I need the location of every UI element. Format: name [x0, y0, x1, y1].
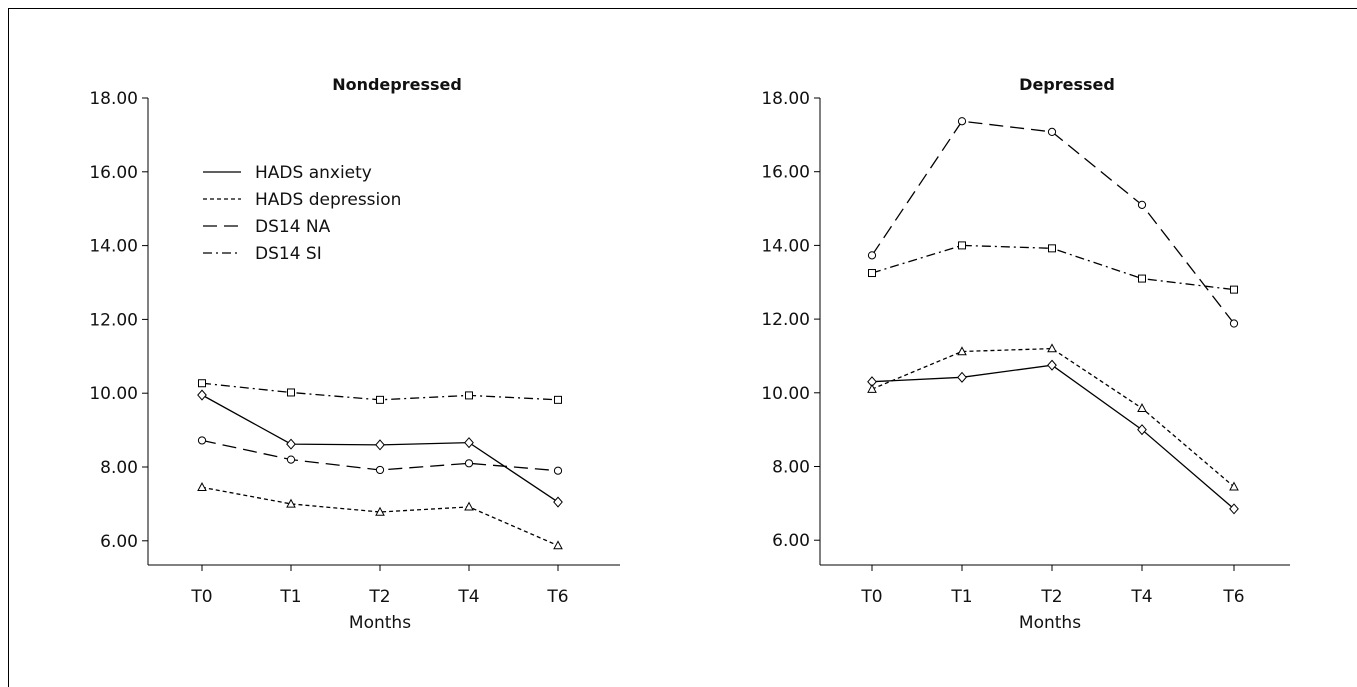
series-hads-anxiety: [867, 359, 1239, 515]
figure-frame: [8, 8, 1357, 687]
legend-label: DS14 NA: [255, 217, 331, 237]
triangle-marker: [1229, 481, 1239, 491]
series-ds14-si: [868, 241, 1238, 294]
y-tick-label: 12.00: [761, 310, 810, 330]
square-marker: [287, 388, 295, 397]
y-tick-label: 6.00: [772, 531, 810, 551]
y-tick-label: 18.00: [89, 89, 138, 109]
y-tick-label: 14.00: [89, 237, 138, 257]
x-tick-label: T0: [860, 587, 882, 607]
x-tick-label: T6: [546, 587, 568, 607]
y-tick-label: 10.00: [761, 384, 810, 404]
series-hads-depression: [867, 343, 1239, 491]
y-tick-label: 16.00: [89, 163, 138, 183]
x-tick-label: T0: [190, 587, 212, 607]
series-ds14-si: [198, 379, 562, 404]
legend: HADS anxiety HADS depression DS14 NA DS14 S…: [203, 163, 401, 264]
square-marker: [1048, 244, 1056, 253]
circle-marker: [957, 117, 967, 126]
circle-marker: [867, 251, 877, 260]
chart-title: Depressed: [1019, 75, 1115, 94]
y-tick-label: 18.00: [761, 89, 810, 109]
triangle-marker: [286, 498, 296, 508]
diamond-marker: [1229, 503, 1239, 515]
square-marker: [868, 269, 876, 278]
x-tick-label: T2: [1040, 587, 1062, 607]
x-tick-label: T1: [279, 587, 301, 607]
series-hads-anxiety: [197, 389, 563, 508]
legend-label: HADS depression: [255, 190, 401, 210]
square-marker: [1138, 274, 1146, 283]
diamond-marker: [1137, 424, 1147, 436]
chart-panel-1: 18.00 16.00 14.00 12.00 10.00 8.00 6.00 T0 T1 T2 T…: [761, 75, 1290, 633]
triangle-marker: [1047, 343, 1057, 353]
series-line: [871, 347, 1235, 488]
square-marker: [198, 379, 206, 388]
triangle-marker: [197, 482, 207, 491]
y-tick-label: 10.00: [89, 384, 138, 404]
series-line: [201, 486, 559, 547]
legend-label: HADS anxiety: [255, 163, 372, 183]
x-tick-label: T4: [457, 587, 479, 607]
circle-marker: [1047, 127, 1057, 137]
circle-marker: [286, 455, 296, 464]
square-marker: [958, 241, 966, 250]
square-marker: [465, 391, 473, 400]
diamond-marker: [1047, 359, 1057, 371]
series-line: [871, 364, 1235, 510]
diamond-marker: [197, 389, 207, 401]
diamond-marker: [286, 438, 296, 450]
x-tick-label: T1: [950, 587, 972, 607]
square-marker: [554, 395, 562, 404]
circle-marker: [464, 459, 474, 468]
circle-marker: [553, 466, 563, 475]
circle-marker: [375, 465, 385, 475]
series-ds14-na: [867, 117, 1239, 328]
x-axis-label: Months: [349, 613, 411, 633]
y-tick-label: 12.00: [89, 310, 138, 330]
x-tick-label: T2: [368, 587, 390, 607]
triangle-marker: [464, 501, 474, 511]
x-tick-label: T6: [1222, 587, 1244, 607]
chart-panel-0: 18.00 16.00 14.00 12.00 10.00 8.00 6.00 T0 T1 T2 T…: [89, 75, 620, 633]
diamond-marker: [553, 496, 563, 508]
square-marker: [1230, 285, 1238, 294]
y-tick-label: 8.00: [772, 458, 810, 478]
y-tick-label: 16.00: [761, 163, 810, 183]
triangle-marker: [375, 506, 385, 516]
x-axis-label: Months: [1019, 613, 1081, 633]
series-line: [871, 120, 1235, 324]
circle-marker: [1229, 319, 1239, 328]
legend-label: DS14 SI: [255, 244, 322, 264]
chart-title: Nondepressed: [332, 75, 462, 94]
triangle-marker: [1137, 403, 1147, 412]
square-marker: [376, 395, 384, 404]
diamond-marker: [957, 371, 967, 383]
triangle-marker: [867, 383, 877, 393]
triangle-marker: [957, 346, 967, 356]
triangle-marker: [553, 540, 563, 550]
diamond-marker: [375, 439, 385, 451]
y-tick-label: 14.00: [761, 236, 810, 256]
circle-marker: [197, 436, 207, 445]
circle-marker: [1137, 200, 1147, 209]
diamond-marker: [464, 437, 474, 449]
series-hads-depression: [197, 482, 563, 550]
y-tick-label: 8.00: [100, 458, 138, 478]
series-ds14-na: [197, 436, 563, 475]
x-tick-label: T4: [1130, 587, 1152, 607]
y-tick-label: 6.00: [100, 532, 138, 552]
